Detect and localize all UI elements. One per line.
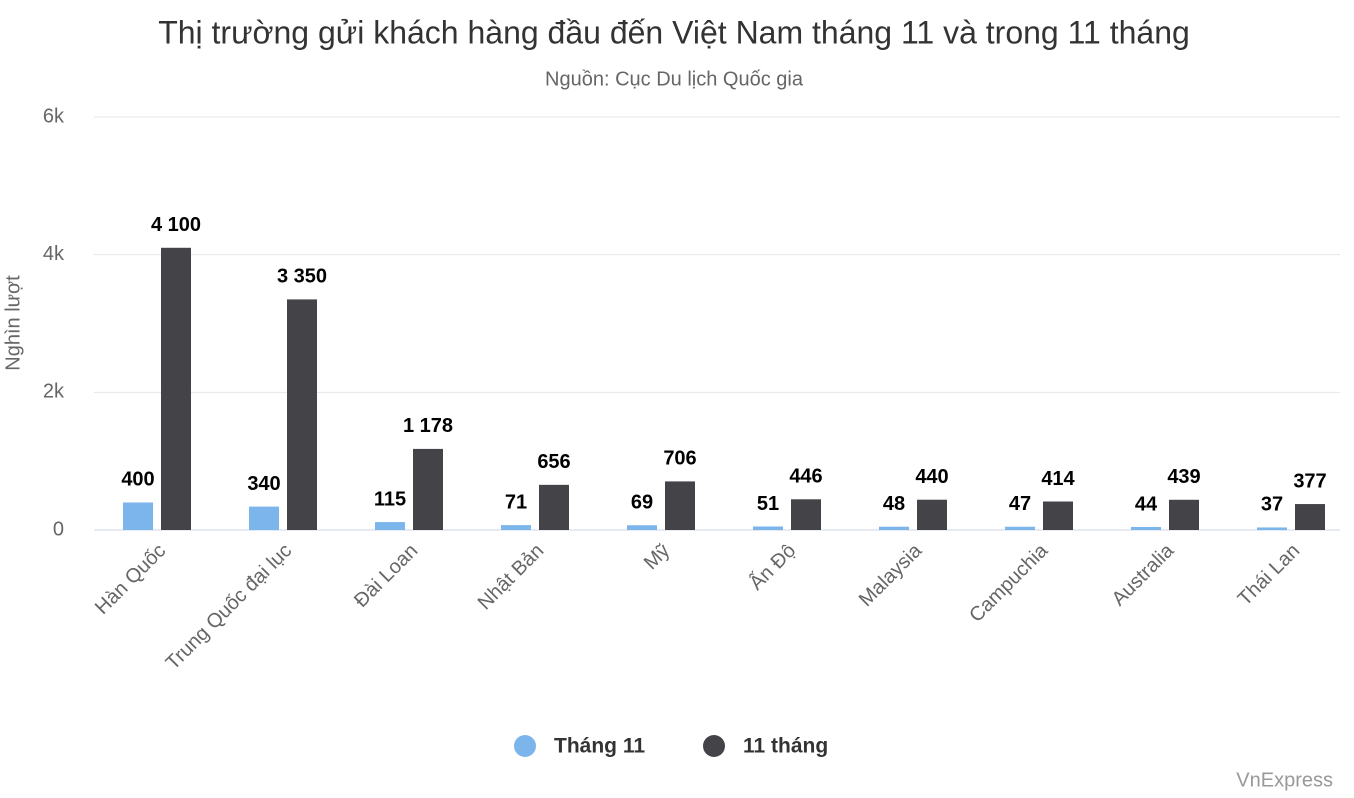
bar [753, 526, 783, 530]
value-label: 71 [505, 491, 527, 513]
value-label: 3 350 [277, 266, 327, 288]
chart-title: Thị trường gửi khách hàng đầu đến Việt N… [158, 14, 1190, 50]
legend-marker [514, 735, 536, 757]
x-tick-label: Nhật Bản [474, 540, 549, 615]
chart-subtitle: Nguồn: Cục Du lịch Quốc gia [545, 68, 804, 90]
bar [161, 247, 191, 531]
bar [539, 484, 569, 530]
value-label: 37 [1261, 494, 1283, 516]
value-label: 44 [1135, 493, 1158, 515]
bar [375, 522, 405, 530]
bar [791, 499, 821, 530]
value-label: 47 [1009, 493, 1031, 515]
x-tick-label: Trung Quốc đại lục [162, 540, 297, 675]
bar [879, 526, 909, 530]
bar [249, 506, 279, 530]
bar [413, 448, 443, 530]
x-tick-label: Campuchia [965, 539, 1053, 627]
x-tick-label: Ấn Độ [745, 539, 801, 595]
value-label: 377 [1293, 470, 1326, 492]
bar [1257, 527, 1287, 530]
bar [665, 481, 695, 530]
value-label: 446 [789, 466, 822, 488]
value-label: 439 [1167, 466, 1200, 488]
value-label: 440 [915, 466, 948, 488]
bar [917, 499, 947, 530]
x-tick-label: Đài Loan [350, 540, 422, 612]
legend-label: Tháng 11 [554, 735, 645, 758]
y-tick-label: 0 [53, 518, 64, 540]
value-label: 656 [537, 451, 570, 473]
value-label: 4 100 [151, 214, 201, 236]
value-label: 69 [631, 492, 653, 514]
value-label: 1 178 [403, 415, 453, 437]
y-tick-label: 6k [43, 105, 65, 127]
bar [1131, 526, 1161, 530]
bar [1043, 501, 1073, 530]
x-tick-label: Malaysia [855, 539, 927, 611]
value-label: 414 [1041, 468, 1075, 490]
legend-marker [703, 735, 725, 757]
bar [287, 299, 317, 530]
value-label: 706 [663, 448, 696, 470]
x-tick-label: Thái Lan [1234, 540, 1305, 611]
x-tick-label: Australia [1108, 539, 1179, 610]
value-label: 51 [757, 493, 779, 515]
legend-label: 11 tháng [743, 735, 828, 758]
value-label: 400 [121, 469, 154, 491]
credits: VnExpress [1236, 769, 1333, 791]
y-tick-label: 4k [43, 243, 65, 265]
bar [1005, 526, 1035, 530]
x-tick-label: Hàn Quốc [91, 540, 170, 619]
bar [501, 525, 531, 530]
value-label: 115 [374, 488, 406, 510]
bar [1295, 504, 1325, 530]
bar [123, 502, 153, 530]
x-tick-label: Mỹ [640, 540, 674, 574]
bar [627, 525, 657, 530]
bar [1169, 499, 1199, 530]
value-label: 340 [247, 473, 280, 495]
y-tick-label: 2k [43, 381, 65, 403]
value-label: 48 [883, 493, 905, 515]
y-axis-title: Nghìn lượt [2, 275, 24, 371]
